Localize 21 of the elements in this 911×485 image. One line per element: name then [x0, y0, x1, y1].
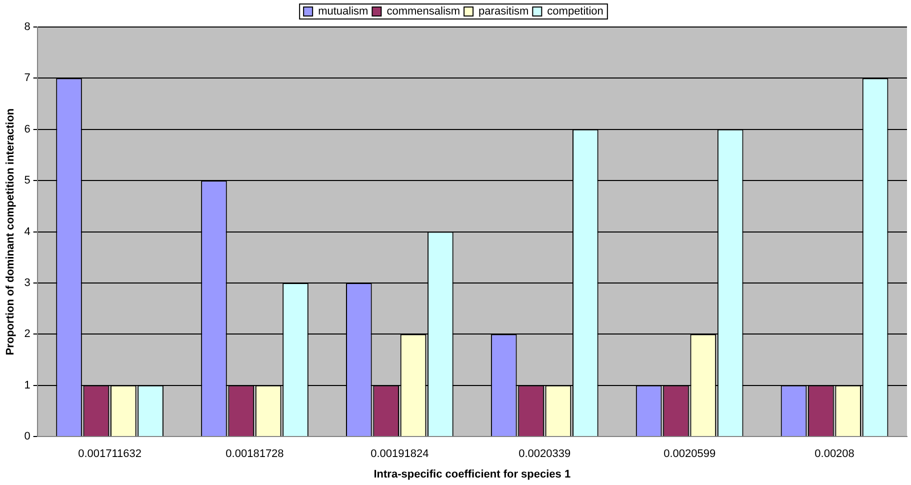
y-tick-label: 1 [24, 379, 30, 392]
legend-label: mutualism [318, 6, 368, 18]
x-tick-label: 0.001711632 [78, 448, 142, 460]
y-tick-label: 7 [24, 72, 30, 84]
x-tick-label: 0.00181728 [226, 448, 284, 460]
y-tick-label: 4 [24, 226, 30, 238]
x-tick-label: 0.00191824 [370, 448, 429, 460]
x-tick-label: 0.00208 [814, 448, 854, 460]
y-tick-label: 2 [24, 328, 30, 340]
y-tick-label: 6 [24, 123, 30, 136]
x-tick-label: 0.0020339 [518, 448, 571, 460]
y-tick-label: 8 [24, 21, 30, 34]
y-axis-title: Proportion of dominant competition interaction [4, 108, 17, 356]
legend-label: parasitism [478, 6, 529, 18]
y-tick-label: 0 [24, 430, 30, 443]
x-axis-title: Intra-specific coefficient for species 1 [374, 468, 571, 480]
y-tick-label: 3 [24, 277, 30, 290]
legend-label: commensalism [386, 6, 460, 18]
legend-label: competition [547, 6, 604, 18]
y-tick-label: 5 [24, 174, 30, 187]
x-tick-label: 0.0020599 [664, 448, 716, 460]
